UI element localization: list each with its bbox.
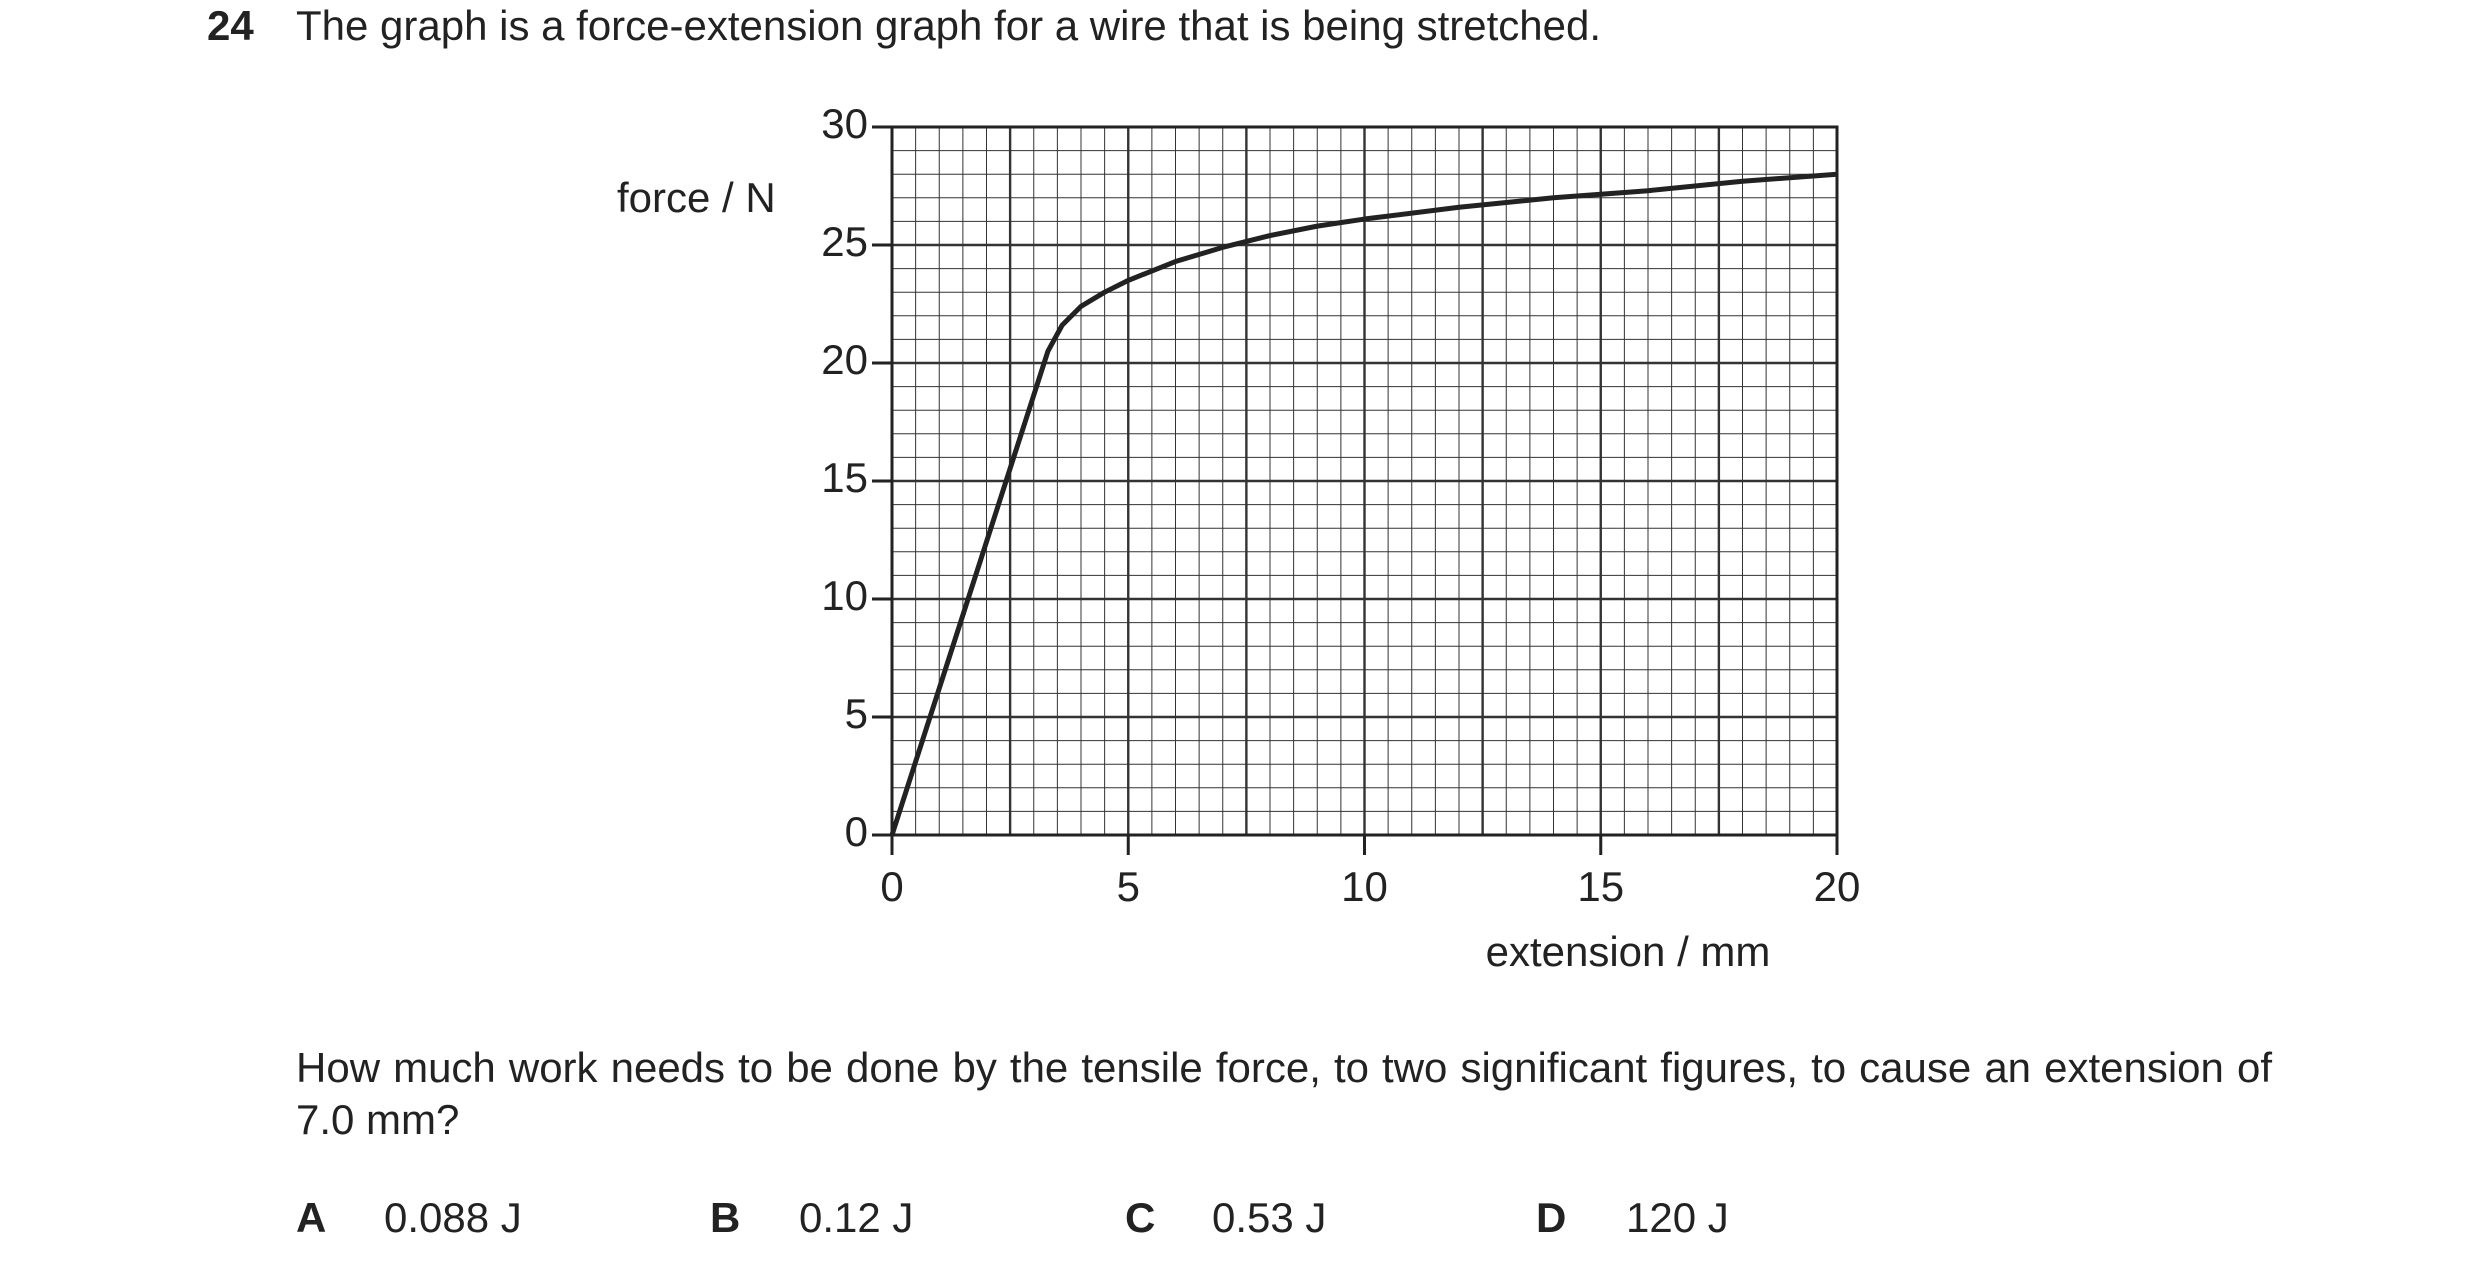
x-axis-label: extension / mm bbox=[1486, 928, 1771, 975]
x-tick-label: 15 bbox=[1577, 863, 1624, 910]
option-letter: A bbox=[296, 1194, 327, 1241]
question-text: The graph is a force-extension graph for… bbox=[296, 2, 1602, 49]
option-letter: D bbox=[1536, 1194, 1567, 1241]
y-tick-label: 20 bbox=[821, 336, 868, 383]
prompt: How much work needs to be done by the te… bbox=[296, 1044, 2272, 1143]
x-tick-label: 20 bbox=[1814, 863, 1861, 910]
y-tick-label: 30 bbox=[821, 100, 868, 147]
question-number: 24 bbox=[207, 2, 254, 49]
option-letter: B bbox=[710, 1194, 741, 1241]
x-tick-label: 10 bbox=[1341, 863, 1388, 910]
y-tick-label: 25 bbox=[821, 218, 868, 265]
data-line bbox=[889, 171, 1838, 836]
option-text: 0.12 J bbox=[799, 1194, 914, 1241]
y-axis-label: force / N bbox=[617, 174, 776, 221]
x-tick-label: 5 bbox=[1117, 863, 1140, 910]
option-letter: C bbox=[1125, 1194, 1156, 1241]
y-tick-label: 0 bbox=[845, 808, 868, 855]
option-text: 0.53 J bbox=[1212, 1194, 1327, 1241]
x-tick-label: 0 bbox=[880, 863, 903, 910]
y-tick-label: 10 bbox=[821, 572, 868, 619]
option-text: 0.088 J bbox=[384, 1194, 522, 1241]
y-tick-label: 5 bbox=[845, 690, 868, 737]
y-tick-label: 15 bbox=[821, 454, 868, 501]
option-text: 120 J bbox=[1626, 1194, 1729, 1241]
